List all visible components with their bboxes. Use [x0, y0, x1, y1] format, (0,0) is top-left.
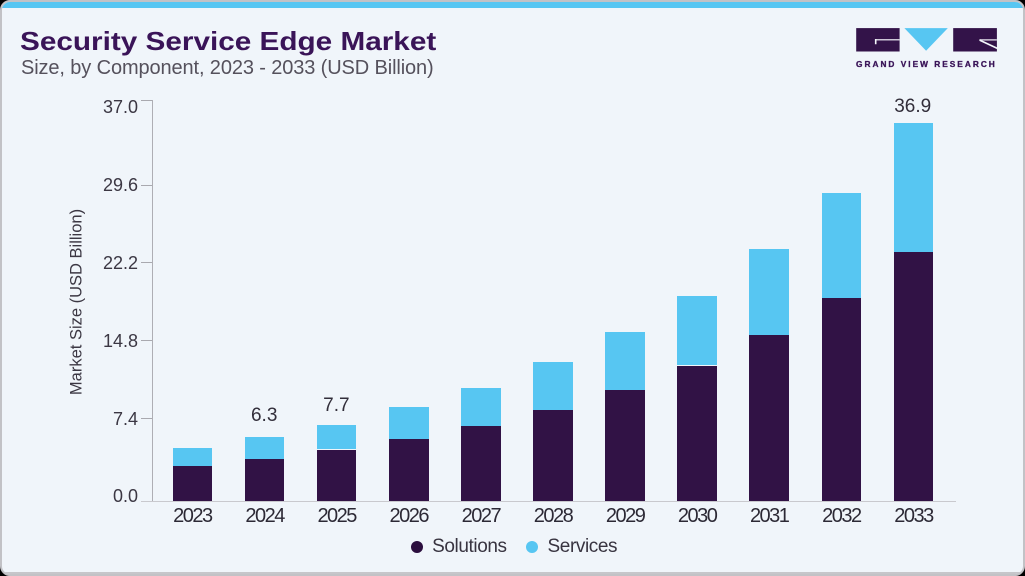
svg-text:GRAND VIEW RESEARCH: GRAND VIEW RESEARCH — [856, 59, 997, 69]
